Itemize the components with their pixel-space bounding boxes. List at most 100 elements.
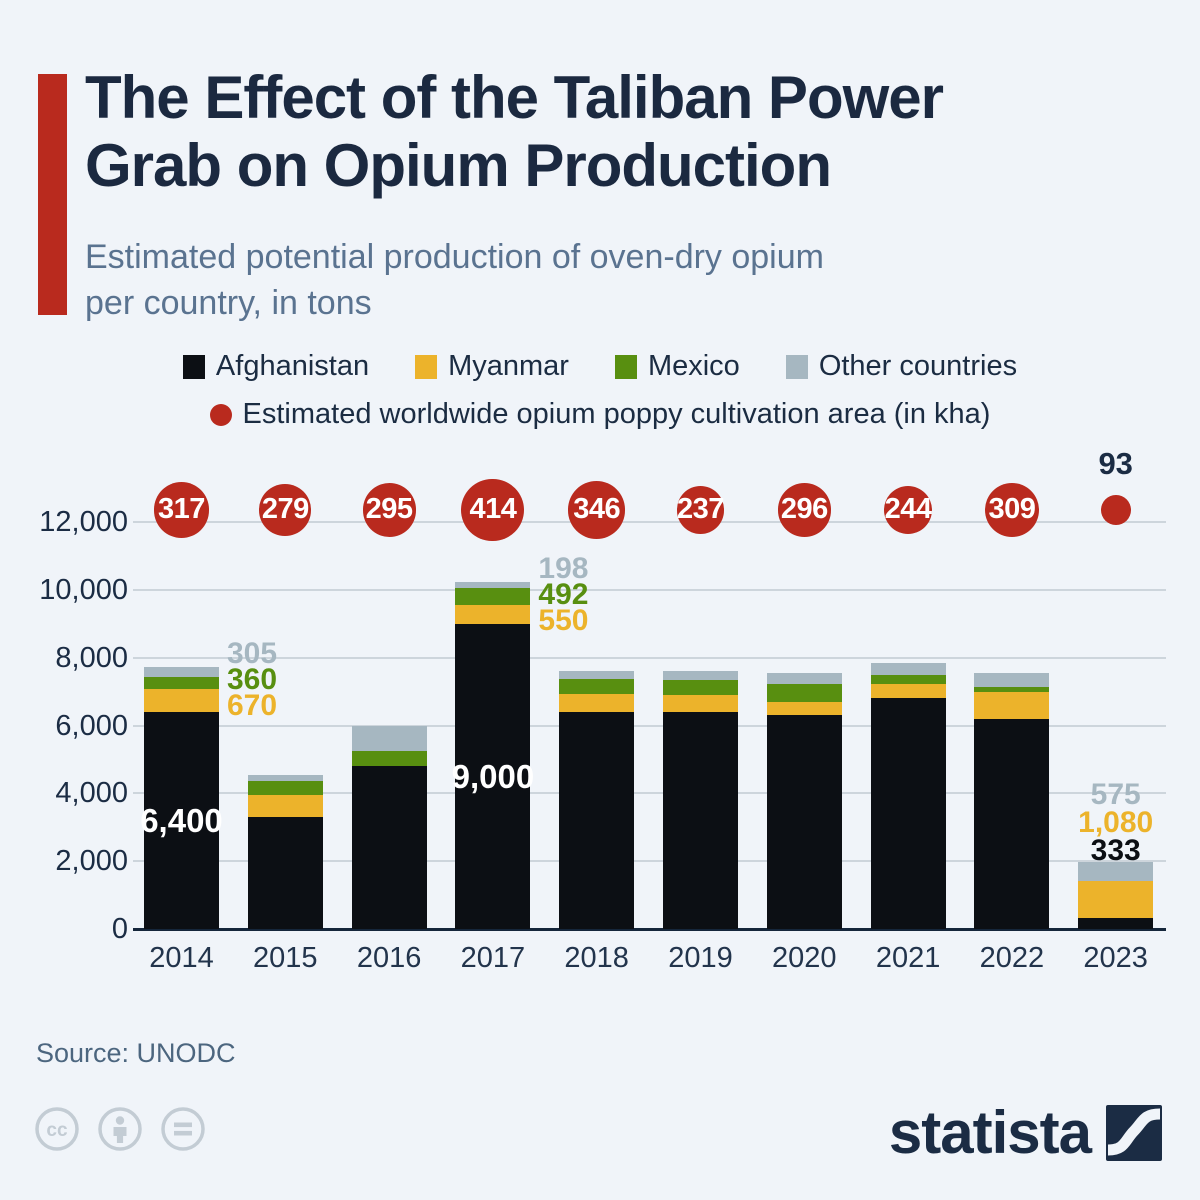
statista-logo-text: statista (888, 1099, 1092, 1166)
callout-2014-myanmar: 670 (227, 688, 278, 722)
attribution-person-icon (98, 1107, 142, 1151)
bar-2014-myanmar (144, 689, 219, 712)
bar-2015-afghanistan (247, 817, 323, 929)
callout-2017-other: 198 (538, 551, 589, 585)
bar-2023-myanmar (1078, 881, 1154, 918)
bar-2016-other (351, 725, 427, 752)
legend-item-mexico: Mexico (614, 350, 740, 383)
callout-2023-other: 575 (1090, 777, 1141, 811)
accent-bar (38, 74, 67, 315)
other-countries-swatch-icon (785, 354, 808, 379)
callout-2023-myanmar: 1,080 (1078, 805, 1154, 839)
bar-2016-mexico (351, 751, 427, 767)
bar-2017-myanmar (455, 605, 531, 624)
bar-2023-afghanistan (1078, 917, 1154, 929)
bar-2017-mexico (455, 588, 531, 606)
x-tick-label-2015: 2015 (253, 942, 318, 974)
page-subtitle-line1: Estimated potential production of oven-d… (85, 238, 824, 276)
bar-2023-other (1078, 861, 1154, 882)
bubble-2019: 237 (676, 486, 724, 534)
y-tick-label: 12,000 (39, 506, 128, 538)
bar-2021-myanmar (870, 684, 946, 699)
statista-logo: statista (889, 1098, 1162, 1167)
bubble-2017: 414 (461, 478, 525, 542)
mexico-swatch-icon (614, 354, 637, 379)
bar-2021-mexico (870, 674, 946, 685)
bar-2022-afghanistan (974, 718, 1050, 929)
legend-item-other-countries: Other countries (785, 350, 1018, 383)
gridline-6,000 (133, 724, 1166, 727)
y-tick-label: 0 (111, 913, 128, 945)
myanmar-swatch-icon (415, 354, 438, 379)
svg-text:cc: cc (46, 1120, 68, 1141)
page-title-line1: The Effect of the Taliban Power (85, 64, 944, 131)
bar-2018-mexico (559, 678, 635, 694)
x-tick-label-2020: 2020 (772, 942, 837, 974)
bar-2015-other (247, 774, 323, 781)
source-note: Source: UNODC (36, 1038, 236, 1068)
bar-2018-afghanistan (559, 711, 635, 929)
y-tick-label: 8,000 (55, 641, 128, 674)
bubble-2015: 279 (259, 484, 312, 536)
bubble-label-2023: 93 (1098, 446, 1133, 482)
bar-2014-mexico (144, 676, 219, 690)
cc-icon: cc (35, 1107, 79, 1151)
x-tick-label-2018: 2018 (564, 942, 629, 974)
bubble-2018: 346 (567, 481, 626, 539)
x-tick-label-2017: 2017 (460, 942, 526, 974)
red-dot-icon (209, 403, 232, 426)
legend-item-afghanistan: Afghanistan (182, 350, 369, 383)
bar-2021-afghanistan (870, 698, 946, 929)
y-tick-label: 10,000 (39, 573, 128, 606)
bar-2017-other (455, 581, 531, 589)
gridline-2,000 (133, 860, 1166, 863)
bubble-2023 (1100, 495, 1131, 525)
bar-2014-other (144, 666, 219, 677)
legend-item-cultivation-area: Estimated worldwide opium poppy cultivat… (209, 398, 991, 431)
bar-2018-other (559, 671, 635, 679)
callout-2014-other: 305 (227, 636, 278, 670)
x-tick-label-2016: 2016 (356, 942, 422, 974)
gridline-4,000 (133, 792, 1166, 795)
bar-value-label-2017: 9,000 (451, 758, 535, 796)
bubble-2014: 317 (153, 482, 209, 538)
legend-label-myanmar: Myanmar (448, 350, 569, 382)
bar-2020-other (766, 672, 842, 684)
bar-2020-afghanistan (766, 715, 842, 929)
bar-2019-other (663, 671, 738, 680)
bubble-2016: 295 (362, 483, 416, 537)
bar-2020-myanmar (766, 701, 842, 716)
bar-2015-myanmar (247, 795, 323, 818)
y-tick-label: 2,000 (55, 845, 128, 878)
page-title: The Effect of the Taliban Power Grab on … (85, 64, 1185, 200)
bubble-2020: 296 (777, 483, 831, 537)
bubble-2022: 309 (984, 482, 1040, 538)
legend-label-cultivation-area: Estimated worldwide opium poppy cultivat… (242, 398, 991, 430)
page-title-line2: Grab on Opium Production (85, 132, 832, 199)
x-tick-label-2019: 2019 (668, 942, 733, 974)
page-subtitle-line2: per country, in tons (85, 284, 372, 322)
bar-2014-afghanistan (144, 711, 219, 929)
no-derivatives-equals-icon (161, 1107, 205, 1151)
statista-swoosh-icon (1106, 1104, 1162, 1161)
x-axis-line (133, 928, 1166, 931)
gridline-12,000 (133, 521, 1166, 523)
x-tick-label-2014: 2014 (149, 942, 214, 974)
x-tick-label-2022: 2022 (979, 942, 1045, 974)
callout-2017-mexico: 492 (538, 577, 589, 611)
bar-2019-myanmar (663, 694, 738, 712)
license-icons: cc (34, 1106, 206, 1152)
legend-label-other-countries: Other countries (818, 350, 1018, 382)
callout-2014-mexico: 360 (227, 662, 278, 696)
x-tick-label-2021: 2021 (875, 942, 941, 974)
callout-2023-afghanistan: 333 (1090, 833, 1141, 867)
bar-value-label-2014: 6,400 (140, 802, 223, 840)
bar-2018-myanmar (559, 693, 635, 712)
gridline-8,000 (133, 656, 1166, 659)
bar-2022-myanmar (974, 691, 1050, 719)
y-tick-label: 4,000 (55, 777, 128, 810)
callout-2017-myanmar: 550 (538, 603, 589, 637)
page-subtitle: Estimated potential production of oven-d… (85, 234, 1135, 326)
bar-2021-other (870, 662, 946, 675)
